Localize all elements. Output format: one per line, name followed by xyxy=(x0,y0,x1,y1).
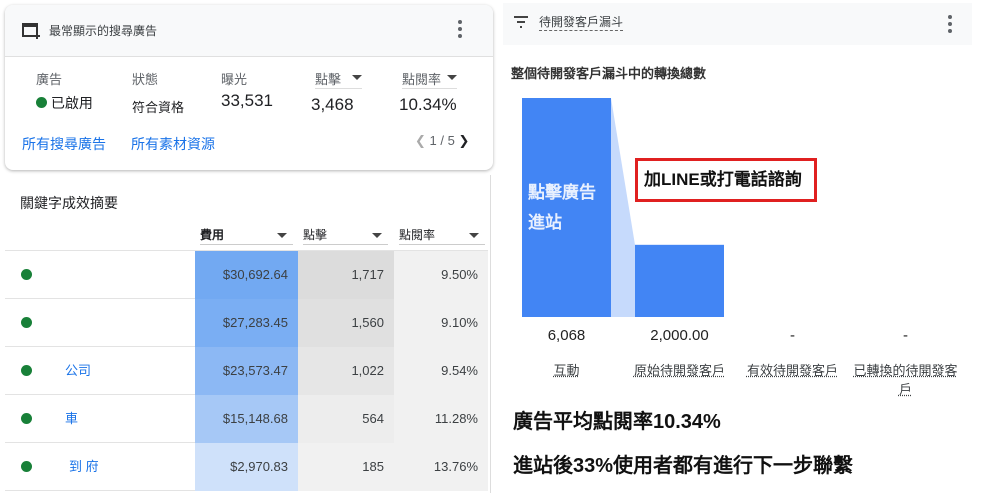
ctr-value: 10.34% xyxy=(399,95,457,114)
ctr-cell: 9.10% xyxy=(394,299,488,347)
cost-cell: $15,148.68 xyxy=(195,395,298,443)
all-search-ads-link[interactable]: 所有搜尋廣告 xyxy=(22,136,106,152)
keyword-row[interactable]: 車 $15,148.68 564 11.28% xyxy=(5,395,488,443)
ad-status: 已啟用 xyxy=(50,95,93,111)
column-cost[interactable]: 費用 xyxy=(200,225,293,245)
more-options-icon[interactable] xyxy=(457,19,463,44)
sort-down-icon xyxy=(352,75,362,80)
header-ctr-sort[interactable]: 點閱率 xyxy=(402,69,457,89)
keyword-row[interactable]: 公司 $23,573.47 1,022 9.54% xyxy=(5,347,488,395)
header-clicks: 點擊 xyxy=(315,72,342,87)
keyword-row[interactable]: $27,283.45 1,560 9.10% xyxy=(5,299,488,347)
note-engagement: 進站後33%使用者都有進行下一步聯繫 xyxy=(513,455,854,477)
column-cost-label: 費用 xyxy=(200,228,225,242)
filter-icon[interactable] xyxy=(513,16,529,28)
clicks-cell: 1,717 xyxy=(298,251,394,299)
funnel-value: - xyxy=(790,327,795,344)
status-enabled-icon xyxy=(36,97,47,108)
funnel-bar[interactable] xyxy=(522,98,611,317)
impressions-value: 33,531 xyxy=(221,91,273,110)
cost-cell: $23,573.47 xyxy=(195,347,298,395)
clicks-cell: 564 xyxy=(298,395,394,443)
more-options-icon[interactable] xyxy=(947,14,953,39)
sort-down-icon xyxy=(447,75,457,80)
keyword-link[interactable]: 車 xyxy=(65,411,79,426)
keyword-summary-panel xyxy=(5,175,491,493)
clicks-cell: 185 xyxy=(298,443,394,491)
cost-cell: $30,692.64 xyxy=(195,251,298,299)
cost-cell: $2,970.83 xyxy=(195,443,298,491)
prev-page-icon[interactable]: ❮ xyxy=(415,133,426,148)
funnel-category: 已轉換的待開發客戶 xyxy=(853,363,958,397)
card-header xyxy=(5,5,493,57)
ctr-cell: 9.50% xyxy=(394,251,488,299)
next-page-icon[interactable]: ❯ xyxy=(458,133,470,148)
sort-down-icon xyxy=(372,233,382,238)
sort-down-icon xyxy=(277,233,287,238)
status-enabled-icon xyxy=(21,317,32,328)
funnel-connector xyxy=(611,98,635,317)
column-clicks-label: 點擊 xyxy=(303,228,328,242)
clicks-cell: 1,022 xyxy=(298,347,394,395)
ctr-cell: 13.76% xyxy=(394,443,488,491)
clicks-cell: 1,560 xyxy=(298,299,394,347)
column-ctr[interactable]: 點閱率 xyxy=(399,225,485,245)
card-title: 最常顯示的搜尋廣告 xyxy=(49,24,158,38)
funnel-value: - xyxy=(903,327,908,344)
column-clicks[interactable]: 點擊 xyxy=(303,225,388,245)
funnel-value: 2,000.00 xyxy=(650,327,709,344)
funnel-bar[interactable] xyxy=(635,244,724,317)
bar-annotation: 點擊廣告進站 xyxy=(528,183,596,232)
pagination: 1 / 5 xyxy=(429,133,455,148)
header-ad: 廣告 xyxy=(36,72,63,87)
funnel-title[interactable]: 待開發客戶漏斗 xyxy=(539,15,624,31)
ad-group-add-icon xyxy=(22,23,40,39)
header-ctr: 點閱率 xyxy=(402,72,442,87)
funnel-value: 6,068 xyxy=(547,327,586,344)
column-ctr-label: 點閱率 xyxy=(399,228,436,242)
funnel-category: 原始待開發客戶 xyxy=(633,363,725,378)
eligibility: 符合資格 xyxy=(132,100,185,115)
funnel-category: 有效待開發客戶 xyxy=(746,363,838,378)
header-impressions: 曝光 xyxy=(221,72,248,87)
header-clicks-sort[interactable]: 點擊 xyxy=(315,69,362,89)
keyword-summary-title: 關鍵字成效摘要 xyxy=(20,195,118,211)
divider xyxy=(5,250,488,251)
funnel-subtitle: 整個待開發客戶漏斗中的轉換總數 xyxy=(511,66,707,81)
status-enabled-icon xyxy=(21,269,32,280)
keyword-row[interactable]: $30,692.64 1,717 9.50% xyxy=(5,251,488,299)
sort-down-icon xyxy=(469,233,479,238)
ctr-cell: 9.54% xyxy=(394,347,488,395)
ctr-cell: 11.28% xyxy=(394,395,488,443)
callout-box: 加LINE或打電話諮詢 xyxy=(635,158,817,202)
top-search-ads-card: 最常顯示的搜尋廣告 廣告 狀態 曝光 點擊 點閱率 已啟用 符合資格 33,53… xyxy=(5,5,493,170)
note-ctr: 廣告平均點閱率10.34% xyxy=(513,411,721,433)
keyword-link[interactable]: 公司 xyxy=(65,363,92,378)
header-status: 狀態 xyxy=(132,72,159,87)
funnel-chart xyxy=(522,98,724,317)
status-enabled-icon xyxy=(21,365,32,376)
keyword-link[interactable]: 到 府 xyxy=(69,459,99,474)
keyword-row[interactable]: 到 府 $2,970.83 185 13.76% xyxy=(5,443,488,491)
cost-cell: $27,283.45 xyxy=(195,299,298,347)
status-enabled-icon xyxy=(21,461,32,472)
clicks-value: 3,468 xyxy=(311,95,354,114)
funnel-category: 互動 xyxy=(553,363,580,378)
all-assets-link[interactable]: 所有素材資源 xyxy=(131,136,215,152)
status-enabled-icon xyxy=(21,413,32,424)
funnel-header xyxy=(503,3,972,45)
